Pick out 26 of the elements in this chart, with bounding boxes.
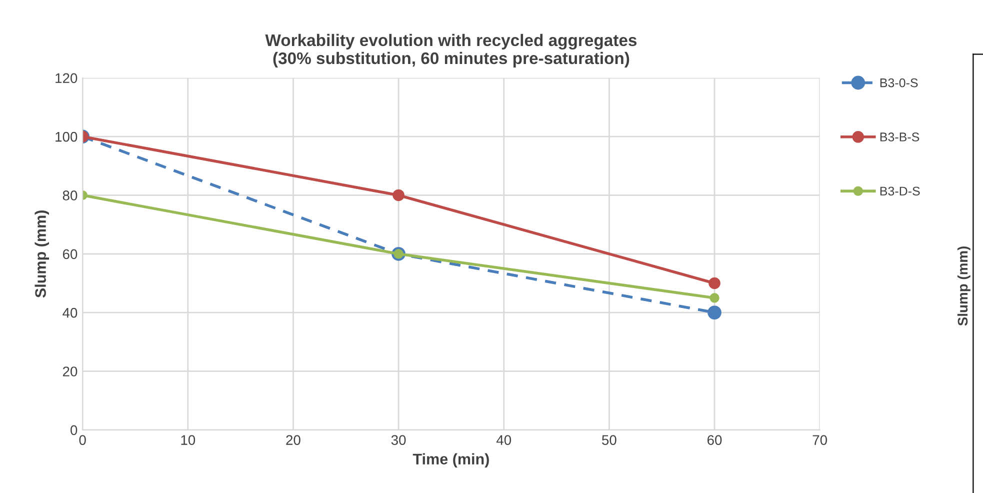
legend-label: B3-B-S bbox=[880, 132, 920, 142]
chart-title: Workability evolution with recycled aggregates (30% substitution, 60 minutes pre-saturation) bbox=[265, 34, 637, 68]
x-tick-label: 70 bbox=[812, 435, 828, 445]
y-tick-label: 60 bbox=[62, 249, 78, 260]
x-tick-label: 0 bbox=[79, 435, 86, 445]
y-tick-label: 20 bbox=[62, 366, 78, 376]
legend-label: B3-D-S bbox=[880, 186, 920, 196]
y-tick-label: 80 bbox=[62, 190, 78, 200]
x-tick-label: 30 bbox=[391, 435, 406, 445]
point bbox=[708, 306, 722, 320]
y-tick-label: 0 bbox=[70, 425, 78, 436]
x-tick-label: 20 bbox=[286, 435, 300, 445]
x-tick-label: 10 bbox=[181, 435, 196, 445]
y-tick-label: 40 bbox=[62, 308, 78, 318]
legend-label: B3-0-S bbox=[880, 78, 918, 88]
x-tick-label: 40 bbox=[496, 435, 512, 445]
y-axis-title: Slump (mm) bbox=[34, 210, 49, 298]
y-tick-label: 100 bbox=[56, 132, 78, 142]
x-tick-label: 60 bbox=[707, 435, 722, 445]
point bbox=[710, 293, 720, 303]
x-tick-label: 50 bbox=[602, 435, 616, 445]
point bbox=[708, 277, 720, 290]
x-axis-title: Time (min) bbox=[412, 453, 489, 468]
y-tick-label: 120 bbox=[56, 73, 78, 84]
text: Slump (mm) bbox=[957, 246, 970, 326]
point bbox=[392, 189, 404, 202]
